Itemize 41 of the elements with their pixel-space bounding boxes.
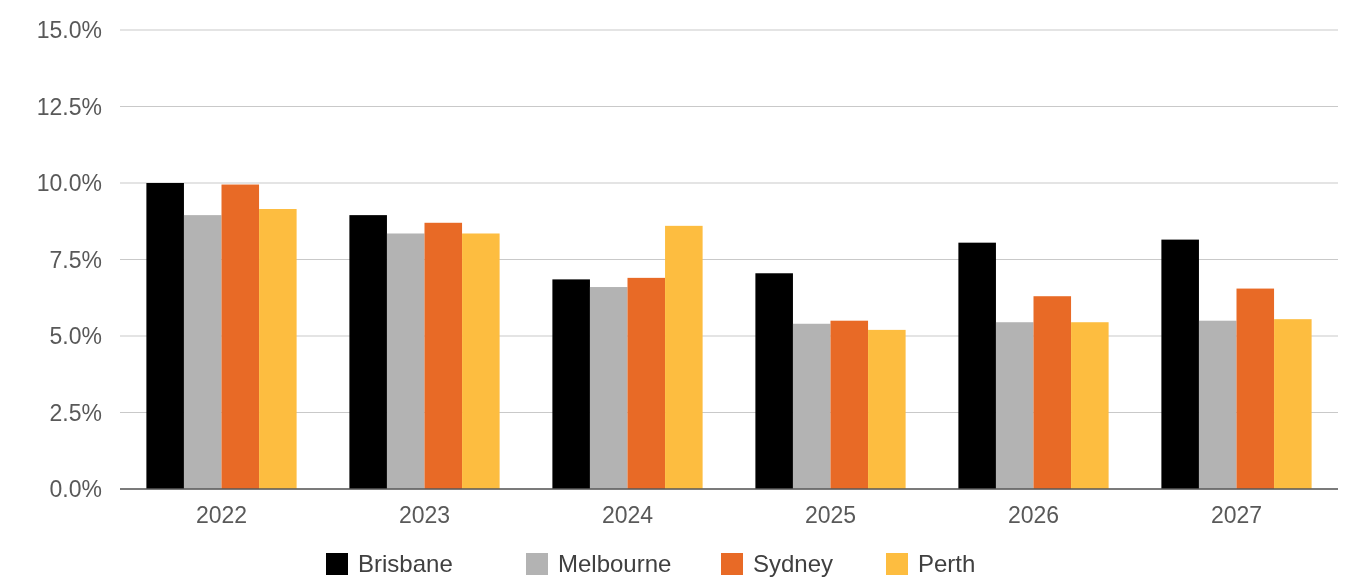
bar — [424, 222, 463, 489]
bar — [462, 233, 500, 489]
y-tick-label: 2.5% — [49, 399, 102, 426]
x-tick-label: 2024 — [601, 502, 654, 528]
x-tick-label: 2025 — [804, 502, 857, 528]
y-tick-label: 5.0% — [49, 323, 102, 349]
bar — [1033, 296, 1072, 489]
bar — [958, 242, 996, 489]
bar — [868, 329, 906, 489]
y-tick-label: 15.0% — [36, 17, 102, 43]
x-tick-label: 2026 — [1007, 502, 1060, 528]
bar — [995, 322, 1034, 489]
bar — [589, 287, 628, 489]
y-tick-label: 10.0% — [36, 170, 102, 196]
legend-label: Sydney — [753, 550, 834, 577]
bar — [1198, 320, 1237, 489]
legend-label: Perth — [918, 550, 976, 577]
bar — [1161, 239, 1199, 489]
x-tick-label: 2023 — [398, 502, 451, 528]
bar — [830, 320, 869, 489]
bar — [792, 323, 831, 489]
bar — [627, 277, 666, 489]
bar — [349, 215, 387, 489]
y-tick-label: 12.5% — [36, 93, 102, 120]
legend-label: Melbourne — [558, 550, 672, 577]
bar — [665, 225, 703, 489]
bar — [1236, 288, 1275, 489]
bar — [1071, 322, 1109, 489]
y-tick-label: 0.0% — [49, 476, 102, 502]
bar — [183, 215, 222, 489]
x-tick-label: 2027 — [1210, 502, 1263, 528]
legend-label: Brisbane — [358, 550, 453, 577]
bar — [146, 183, 184, 489]
bar — [1274, 319, 1312, 489]
y-tick-label: 7.5% — [49, 246, 102, 273]
bar — [386, 233, 425, 489]
bar — [221, 184, 260, 489]
bar — [755, 273, 793, 489]
bar — [259, 209, 297, 489]
x-tick-label: 2022 — [195, 502, 248, 528]
bar — [552, 279, 590, 489]
